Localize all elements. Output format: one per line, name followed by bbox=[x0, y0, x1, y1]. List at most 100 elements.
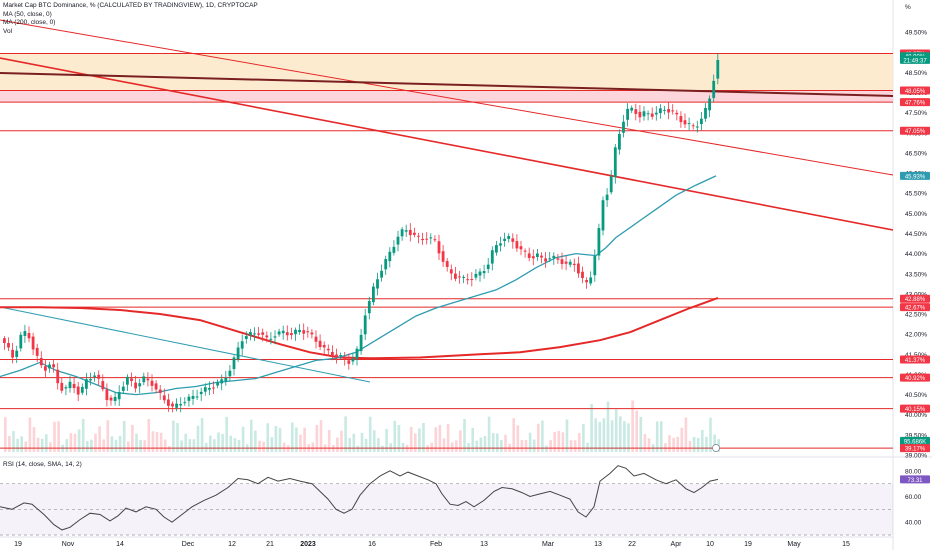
volume-bar bbox=[122, 421, 126, 452]
volume-bar bbox=[274, 425, 278, 452]
candle-body bbox=[454, 273, 457, 279]
candle-body bbox=[343, 357, 347, 360]
volume-bar bbox=[672, 437, 675, 452]
candle-body bbox=[236, 347, 240, 360]
price-tick-label: 46.50% bbox=[905, 150, 927, 157]
candle-body bbox=[150, 380, 154, 386]
volume-bar bbox=[4, 417, 7, 452]
candle-body bbox=[212, 387, 215, 389]
candle-body bbox=[310, 332, 314, 335]
candle-body bbox=[76, 386, 80, 395]
candle-body bbox=[695, 126, 699, 128]
candle-body bbox=[101, 381, 105, 390]
price-badge-label: 47.05% bbox=[905, 129, 926, 135]
volume-bar bbox=[545, 445, 548, 452]
volume-bar bbox=[696, 438, 700, 452]
price-badge bbox=[900, 86, 930, 95]
candle-body bbox=[589, 277, 593, 284]
volume-bar bbox=[606, 401, 610, 452]
volume-bar bbox=[692, 437, 696, 452]
candle-body bbox=[228, 370, 232, 377]
candle-body bbox=[667, 108, 670, 113]
candle-body bbox=[581, 271, 584, 279]
price-badge-label: 39.17% bbox=[905, 447, 926, 453]
price-tick-label: 39.50% bbox=[905, 432, 927, 439]
volume-bar bbox=[176, 423, 179, 452]
price-badge-label: 95.686K bbox=[904, 439, 926, 445]
volume-bar bbox=[163, 439, 167, 452]
volume-bar bbox=[680, 427, 684, 452]
candle-body bbox=[380, 270, 383, 278]
candle-body bbox=[269, 338, 273, 340]
candle-body bbox=[544, 258, 547, 262]
volume-bar bbox=[463, 418, 466, 452]
volume-bar bbox=[586, 442, 589, 452]
volume-bar bbox=[405, 444, 409, 452]
volume-bar bbox=[32, 427, 36, 452]
candle-body bbox=[449, 269, 453, 274]
candle-body bbox=[474, 273, 478, 278]
candle-body bbox=[35, 347, 39, 356]
volume-bar bbox=[356, 445, 360, 452]
volume-bar bbox=[639, 416, 643, 452]
candle-body bbox=[11, 349, 14, 358]
candle-body bbox=[437, 241, 441, 254]
candle-body bbox=[396, 236, 400, 245]
candle-body bbox=[273, 336, 277, 338]
volume-bar bbox=[204, 443, 208, 452]
volume-bar bbox=[315, 425, 319, 452]
candle-body bbox=[134, 382, 137, 389]
axis-unit: % bbox=[905, 4, 911, 11]
price-tick-label: 42.00% bbox=[905, 332, 927, 339]
volume-bar bbox=[209, 435, 212, 452]
volume-bar bbox=[16, 438, 19, 452]
candle-body bbox=[335, 354, 338, 357]
volume-bar bbox=[307, 444, 310, 452]
candle-body bbox=[89, 379, 92, 381]
volume-bar bbox=[86, 441, 89, 452]
volume-bar bbox=[28, 417, 32, 452]
volume-bar bbox=[532, 439, 536, 452]
candle-body bbox=[277, 331, 281, 335]
volume-bar bbox=[98, 426, 101, 452]
candle-body bbox=[72, 383, 76, 388]
volume-bar bbox=[94, 433, 97, 452]
volume-bar bbox=[127, 441, 130, 452]
candle-body bbox=[314, 336, 318, 342]
volume-bar bbox=[422, 422, 425, 452]
volume-bar bbox=[664, 443, 667, 452]
volume-bar bbox=[397, 425, 401, 452]
time-tick-label: 14 bbox=[116, 541, 124, 548]
volume-bar bbox=[61, 444, 64, 452]
time-tick-label: 2023 bbox=[300, 541, 316, 548]
candle-body bbox=[515, 241, 519, 249]
volume-bar bbox=[541, 420, 544, 452]
candle-body bbox=[507, 236, 511, 239]
volume-bar bbox=[578, 433, 581, 452]
candle-body bbox=[27, 332, 31, 339]
candle-body bbox=[367, 301, 371, 314]
volume-bar bbox=[53, 421, 56, 452]
candle-body bbox=[183, 402, 187, 404]
volume-bar bbox=[110, 436, 114, 452]
candle-body bbox=[355, 348, 359, 359]
volume-bar bbox=[65, 439, 69, 452]
price-tick-label: 43.50% bbox=[905, 271, 927, 278]
volume-bar bbox=[303, 427, 306, 452]
volume-bar bbox=[24, 441, 28, 452]
volume-bar bbox=[295, 427, 298, 452]
volume-bar bbox=[660, 421, 663, 452]
volume-bar bbox=[118, 435, 122, 452]
volume-bar bbox=[516, 425, 520, 452]
volume-bar bbox=[508, 443, 511, 452]
candle-body bbox=[564, 261, 568, 264]
volume-bar bbox=[213, 439, 216, 452]
candle-body bbox=[413, 232, 416, 235]
candle-body bbox=[318, 340, 322, 348]
supply-zone bbox=[0, 90, 893, 103]
candle-body bbox=[577, 263, 580, 274]
volume-bar bbox=[430, 442, 433, 452]
candle-body bbox=[687, 123, 691, 125]
